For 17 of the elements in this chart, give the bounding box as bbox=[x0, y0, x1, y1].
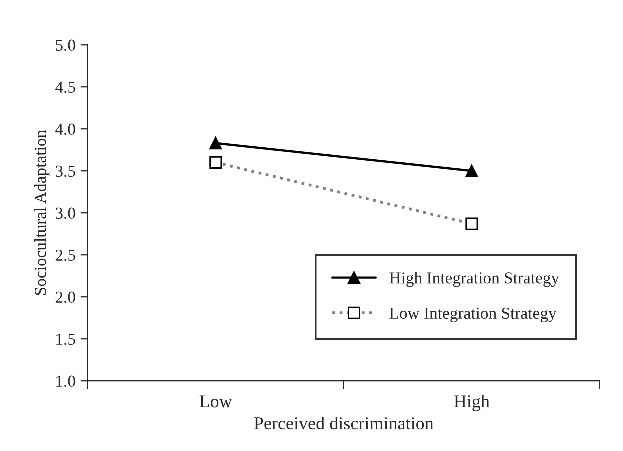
x-tick-label: High bbox=[454, 394, 490, 412]
y-tick-label: 2.0 bbox=[56, 292, 76, 304]
x-tick-label: Low bbox=[200, 396, 232, 408]
y-tick-label: 3.0 bbox=[56, 208, 76, 220]
legend-label: High Integration Strategy bbox=[390, 272, 560, 288]
y-tick-label: 1.0 bbox=[56, 376, 76, 388]
y-tick-label: 3.5 bbox=[56, 166, 76, 178]
y-tick-label: 2.5 bbox=[56, 250, 76, 262]
y-tick-label: 5.0 bbox=[56, 40, 76, 52]
legend-label: Low Integration Strategy bbox=[390, 308, 557, 322]
y-tick-label: 4.0 bbox=[56, 124, 76, 136]
y-tick-label: 1.5 bbox=[56, 334, 76, 346]
x-axis-title: Perceived discrimination bbox=[254, 416, 434, 430]
y-axis-title: Sociocultural Adaptation bbox=[34, 130, 50, 296]
y-tick-label: 4.5 bbox=[56, 82, 76, 94]
point bbox=[210, 137, 222, 150]
point bbox=[466, 164, 478, 178]
